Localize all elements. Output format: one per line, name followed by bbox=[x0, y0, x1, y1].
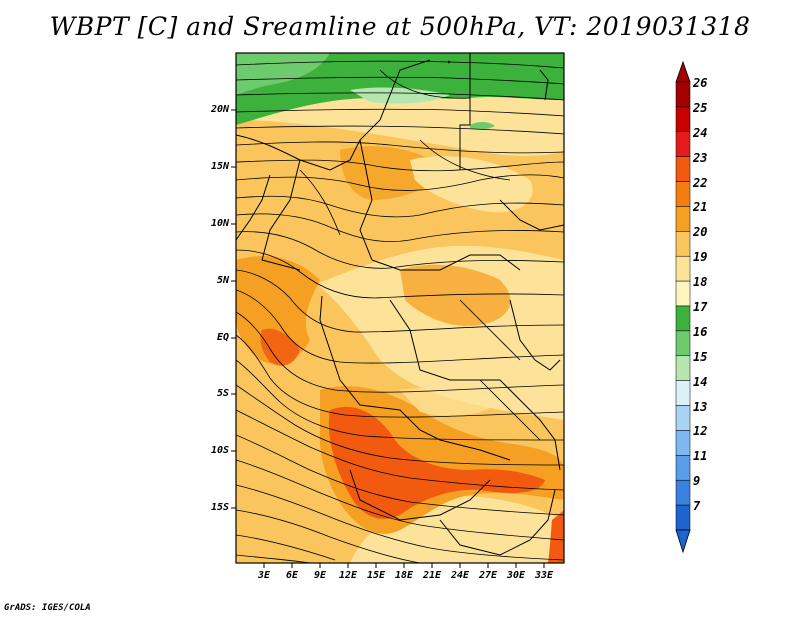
footer-credit: GrADS: IGES/COLA bbox=[4, 603, 91, 613]
colorbar-label: 25 bbox=[693, 100, 708, 115]
colorbar-swatch bbox=[675, 504, 691, 531]
colorbar bbox=[675, 60, 691, 554]
colorbar-label: 14 bbox=[693, 374, 708, 389]
colorbar-swatch bbox=[675, 231, 691, 257]
lon-label-33e: 33E bbox=[534, 570, 554, 581]
lon-label-24e: 24E bbox=[450, 570, 470, 581]
colorbar-label: 20 bbox=[693, 225, 708, 240]
lon-label-9e: 9E bbox=[313, 570, 327, 581]
colorbar-label: 22 bbox=[693, 175, 708, 190]
chart-title: WBPT [C] and Sreamline at 500hPa, VT: 20… bbox=[49, 12, 751, 41]
lat-label-15n: 15N bbox=[210, 161, 229, 172]
colorbar-swatch bbox=[675, 181, 691, 207]
colorbar-swatch bbox=[675, 156, 691, 182]
lat-label-5n: 5N bbox=[216, 275, 229, 286]
country-borders bbox=[236, 53, 564, 556]
colorbar-swatch bbox=[675, 131, 691, 157]
colorbar-top-arrow bbox=[675, 60, 691, 83]
lat-label-10n: 10N bbox=[210, 218, 229, 229]
colorbar-label: 15 bbox=[693, 349, 708, 364]
colorbar-swatch bbox=[675, 280, 691, 307]
lon-label-15e: 15E bbox=[366, 570, 386, 581]
colorbar-swatch bbox=[675, 430, 691, 456]
wbpt-field bbox=[236, 53, 564, 563]
lon-label-12e: 12E bbox=[338, 570, 358, 581]
colorbar-label: 9 bbox=[693, 474, 701, 489]
colorbar-swatch bbox=[675, 305, 691, 332]
map-frame bbox=[235, 52, 565, 564]
colorbar-label: 21 bbox=[693, 200, 708, 215]
streamlines bbox=[236, 60, 564, 563]
lat-label-20n: 20N bbox=[210, 104, 229, 115]
colorbar-swatch bbox=[675, 206, 691, 232]
colorbar-swatch bbox=[675, 330, 691, 357]
lat-label-5s: 5S bbox=[216, 388, 229, 399]
colorbar-swatch bbox=[675, 255, 691, 282]
lat-label-15s: 15S bbox=[210, 502, 229, 513]
colorbar-label: 7 bbox=[693, 499, 701, 514]
colorbar-swatch bbox=[675, 455, 691, 481]
colorbar-label: 13 bbox=[693, 399, 708, 414]
colorbar-swatch bbox=[675, 405, 691, 431]
colorbar-label: 19 bbox=[693, 250, 708, 265]
colorbar-swatch bbox=[675, 81, 691, 108]
lon-label-21e: 21E bbox=[422, 570, 442, 581]
axis-ticks bbox=[231, 109, 545, 568]
colorbar-label: 16 bbox=[693, 324, 708, 339]
colorbar-bottom-arrow bbox=[675, 529, 691, 554]
lat-label-10s: 10S bbox=[210, 445, 229, 456]
lon-label-18e: 18E bbox=[394, 570, 414, 581]
colorbar-swatch bbox=[675, 355, 691, 381]
lon-label-30e: 30E bbox=[506, 570, 526, 581]
lon-label-3e: 3E bbox=[257, 570, 271, 581]
colorbar-label: 23 bbox=[693, 150, 708, 165]
colorbar-swatch bbox=[675, 106, 691, 133]
lon-label-6e: 6E bbox=[285, 570, 299, 581]
colorbar-label: 12 bbox=[693, 424, 708, 439]
colorbar-label: 18 bbox=[693, 275, 708, 290]
lat-label-eq: EQ bbox=[216, 332, 229, 343]
colorbar-swatch bbox=[675, 479, 691, 506]
colorbar-label: 17 bbox=[693, 300, 708, 314]
colorbar-swatch bbox=[675, 380, 691, 406]
colorbar-label: 24 bbox=[693, 125, 708, 140]
lon-label-27e: 27E bbox=[478, 570, 498, 581]
colorbar-label: 11 bbox=[693, 449, 708, 464]
colorbar-label: 26 bbox=[693, 76, 708, 90]
